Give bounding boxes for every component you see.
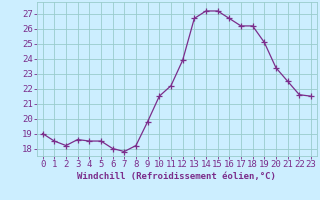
X-axis label: Windchill (Refroidissement éolien,°C): Windchill (Refroidissement éolien,°C)	[77, 172, 276, 181]
